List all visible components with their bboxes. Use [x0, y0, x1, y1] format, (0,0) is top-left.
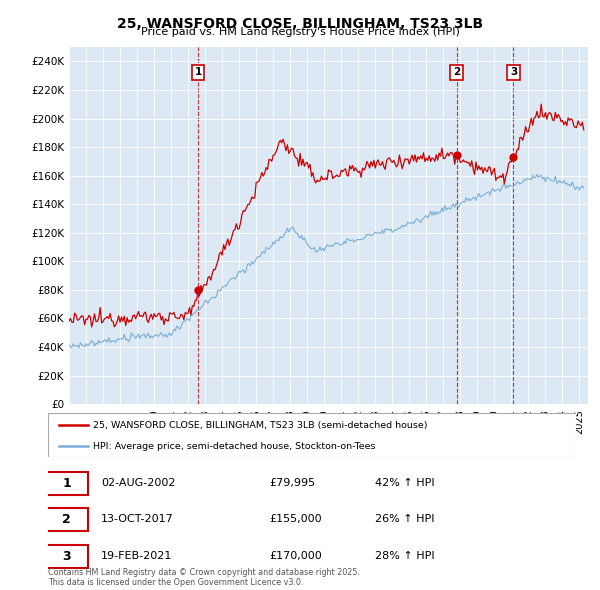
- Text: £155,000: £155,000: [270, 514, 322, 524]
- Text: 02-AUG-2002: 02-AUG-2002: [101, 478, 175, 489]
- Text: 25, WANSFORD CLOSE, BILLINGHAM, TS23 3LB: 25, WANSFORD CLOSE, BILLINGHAM, TS23 3LB: [117, 17, 483, 31]
- Text: £79,995: £79,995: [270, 478, 316, 489]
- FancyBboxPatch shape: [46, 472, 88, 495]
- FancyBboxPatch shape: [46, 545, 88, 568]
- Text: 26% ↑ HPI: 26% ↑ HPI: [376, 514, 435, 524]
- Text: 2: 2: [453, 67, 460, 77]
- Text: 3: 3: [510, 67, 517, 77]
- Text: Price paid vs. HM Land Registry's House Price Index (HPI): Price paid vs. HM Land Registry's House …: [140, 27, 460, 37]
- Text: 13-OCT-2017: 13-OCT-2017: [101, 514, 173, 524]
- Text: 19-FEB-2021: 19-FEB-2021: [101, 551, 172, 561]
- Text: 2: 2: [62, 513, 71, 526]
- Text: 28% ↑ HPI: 28% ↑ HPI: [376, 551, 435, 561]
- Text: 25, WANSFORD CLOSE, BILLINGHAM, TS23 3LB (semi-detached house): 25, WANSFORD CLOSE, BILLINGHAM, TS23 3LB…: [93, 421, 427, 430]
- Text: 1: 1: [194, 67, 202, 77]
- Text: 42% ↑ HPI: 42% ↑ HPI: [376, 478, 435, 489]
- Text: £170,000: £170,000: [270, 551, 323, 561]
- Text: HPI: Average price, semi-detached house, Stockton-on-Tees: HPI: Average price, semi-detached house,…: [93, 442, 376, 451]
- Text: 1: 1: [62, 477, 71, 490]
- FancyBboxPatch shape: [46, 507, 88, 531]
- Text: Contains HM Land Registry data © Crown copyright and database right 2025.
This d: Contains HM Land Registry data © Crown c…: [48, 568, 360, 587]
- Text: 3: 3: [62, 550, 71, 563]
